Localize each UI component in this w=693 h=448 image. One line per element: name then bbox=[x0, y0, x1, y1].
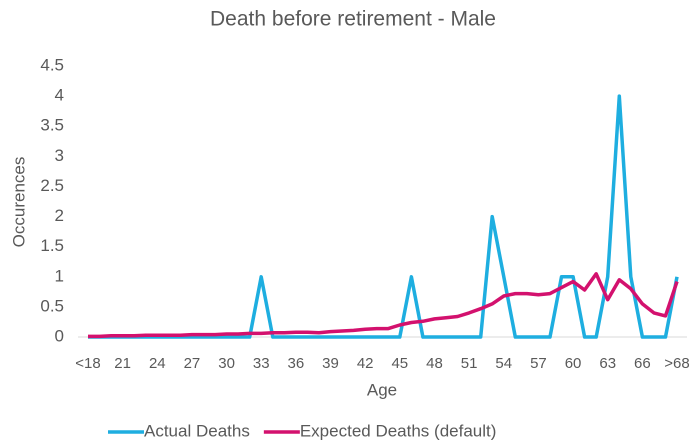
x-axis-label: Age bbox=[367, 380, 397, 399]
y-axis-label: Occurences bbox=[9, 157, 28, 248]
x-tick-label: 66 bbox=[634, 355, 651, 372]
x-tick-label: 57 bbox=[530, 355, 547, 372]
y-tick-label: 3.5 bbox=[40, 116, 64, 135]
x-tick-label: 42 bbox=[357, 355, 374, 372]
x-tick-label: 45 bbox=[391, 355, 408, 372]
x-tick-label: 36 bbox=[288, 355, 305, 372]
y-tick-label: 3 bbox=[55, 146, 64, 165]
chart-title: Death before retirement - Male bbox=[210, 8, 496, 31]
legend-label: Actual Deaths bbox=[144, 421, 250, 440]
x-tick-label: 24 bbox=[149, 355, 166, 372]
x-tick-label: 33 bbox=[253, 355, 270, 372]
x-tick-label: 60 bbox=[565, 355, 582, 372]
x-tick-label: <18 bbox=[75, 355, 100, 372]
series-line bbox=[88, 272, 679, 339]
x-tick-label: 21 bbox=[114, 355, 131, 372]
x-tick-label: >68 bbox=[664, 355, 689, 372]
x-tick-label: 63 bbox=[599, 355, 616, 372]
y-tick-label: 2.5 bbox=[40, 176, 64, 195]
y-tick-label: 1 bbox=[55, 266, 64, 285]
x-tick-label: 27 bbox=[184, 355, 201, 372]
x-tick-label: 48 bbox=[426, 355, 443, 372]
y-tick-label: 2 bbox=[55, 206, 64, 225]
x-tick-label: 51 bbox=[461, 355, 478, 372]
legend-label: Expected Deaths (default) bbox=[300, 421, 497, 440]
x-tick-label: 30 bbox=[218, 355, 235, 372]
y-tick-label: 0.5 bbox=[40, 296, 64, 315]
y-tick-label: 1.5 bbox=[40, 236, 64, 255]
series-line bbox=[88, 94, 679, 339]
y-tick-label: 0 bbox=[55, 326, 64, 345]
y-tick-label: 4.5 bbox=[40, 55, 64, 74]
x-tick-label: 54 bbox=[495, 355, 512, 372]
x-tick-label: 39 bbox=[322, 355, 339, 372]
y-tick-label: 4 bbox=[55, 86, 64, 105]
